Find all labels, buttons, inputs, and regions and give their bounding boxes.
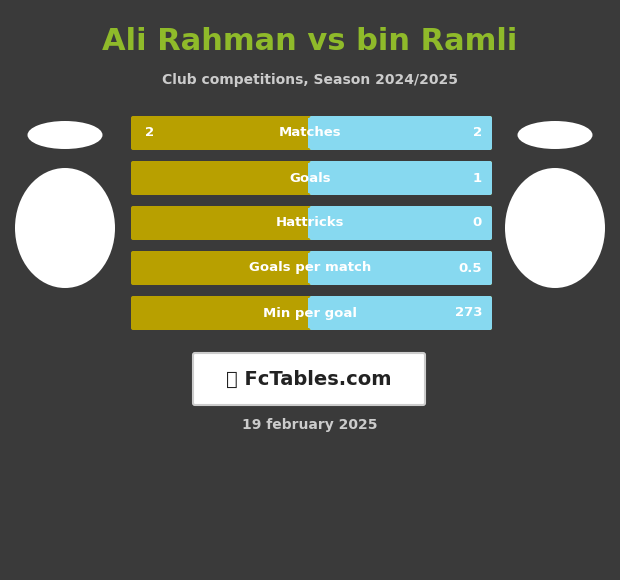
Text: 📊 FcTables.com: 📊 FcTables.com	[226, 369, 392, 389]
Text: Club competitions, Season 2024/2025: Club competitions, Season 2024/2025	[162, 73, 458, 87]
FancyBboxPatch shape	[131, 251, 492, 285]
Text: Goals per match: Goals per match	[249, 262, 371, 274]
FancyBboxPatch shape	[309, 206, 492, 240]
Bar	[308, 253, 316, 283]
Text: 0.5: 0.5	[459, 262, 482, 274]
FancyBboxPatch shape	[309, 161, 492, 195]
Text: Goals: Goals	[289, 172, 331, 184]
Text: Min per goal: Min per goal	[263, 306, 357, 320]
Ellipse shape	[518, 121, 593, 149]
Ellipse shape	[15, 168, 115, 288]
Text: Hattricks: Hattricks	[276, 216, 344, 230]
Text: 2: 2	[473, 126, 482, 140]
FancyBboxPatch shape	[193, 353, 425, 405]
Bar	[308, 118, 316, 148]
Text: 1: 1	[473, 172, 482, 184]
Text: Ali Rahman vs bin Ramli: Ali Rahman vs bin Ramli	[102, 27, 518, 56]
FancyBboxPatch shape	[309, 116, 492, 150]
Ellipse shape	[27, 121, 102, 149]
Text: Matches: Matches	[278, 126, 342, 140]
FancyBboxPatch shape	[131, 116, 492, 150]
Text: 2: 2	[145, 126, 154, 140]
FancyBboxPatch shape	[309, 296, 492, 330]
Bar	[308, 208, 316, 238]
Bar	[308, 163, 316, 193]
Text: 19 february 2025: 19 february 2025	[242, 418, 378, 432]
FancyBboxPatch shape	[131, 161, 492, 195]
Text: 273: 273	[454, 306, 482, 320]
FancyBboxPatch shape	[309, 251, 492, 285]
FancyBboxPatch shape	[131, 206, 492, 240]
FancyBboxPatch shape	[131, 296, 492, 330]
Ellipse shape	[505, 168, 605, 288]
Text: 0: 0	[472, 216, 482, 230]
Bar	[308, 298, 316, 328]
